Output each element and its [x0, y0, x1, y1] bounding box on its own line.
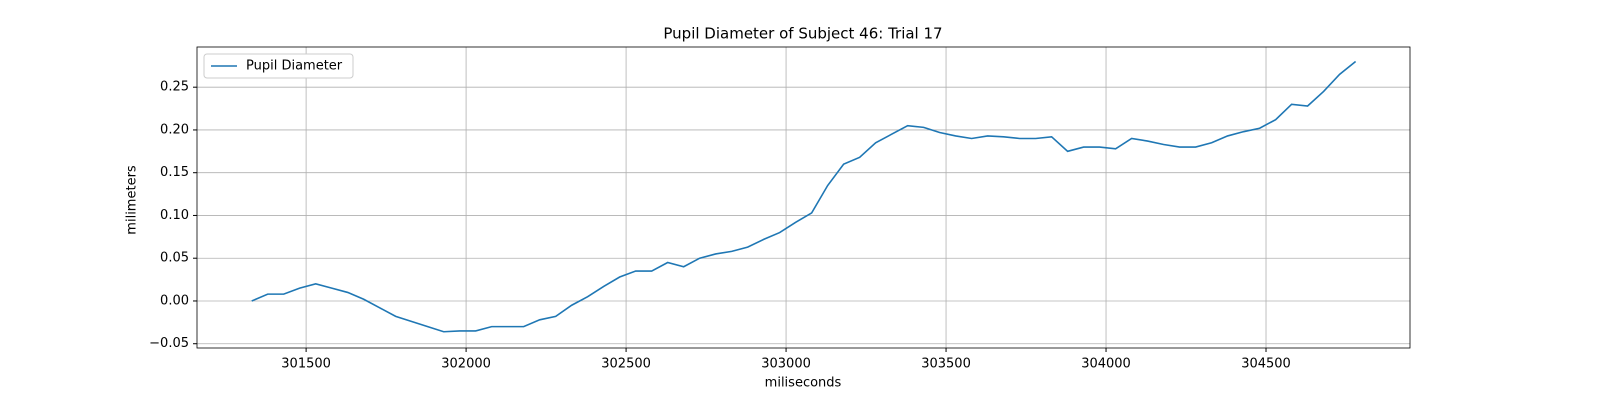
x-tick-label: 303000: [761, 357, 811, 372]
y-tick-label: 0.15: [160, 165, 189, 180]
y-tick-label: 0.20: [160, 122, 189, 137]
chart-title: Pupil Diameter of Subject 46: Trial 17: [663, 25, 942, 43]
x-tick-label: 302500: [601, 357, 651, 372]
x-tick-label: 301500: [281, 357, 331, 372]
x-tick-label: 302000: [441, 357, 491, 372]
y-tick-label: −0.05: [149, 336, 189, 351]
y-axis-label: milimeters: [125, 165, 140, 235]
legend-box: [203, 53, 354, 79]
legend-label: Pupil Diameter: [246, 59, 343, 74]
x-tick-label: 304500: [1241, 357, 1291, 372]
x-tick-label: 304000: [1081, 357, 1131, 372]
data-line: [251, 60, 1357, 333]
y-tick-label: 0.00: [160, 293, 189, 308]
y-tick-label: 0.10: [160, 208, 189, 223]
y-tick-label: 0.25: [160, 80, 189, 95]
y-tick-label: 0.05: [160, 251, 189, 266]
plot-frame: [196, 46, 1411, 349]
x-axis-label: miliseconds: [765, 376, 842, 391]
x-tick-label: 303500: [921, 357, 971, 372]
